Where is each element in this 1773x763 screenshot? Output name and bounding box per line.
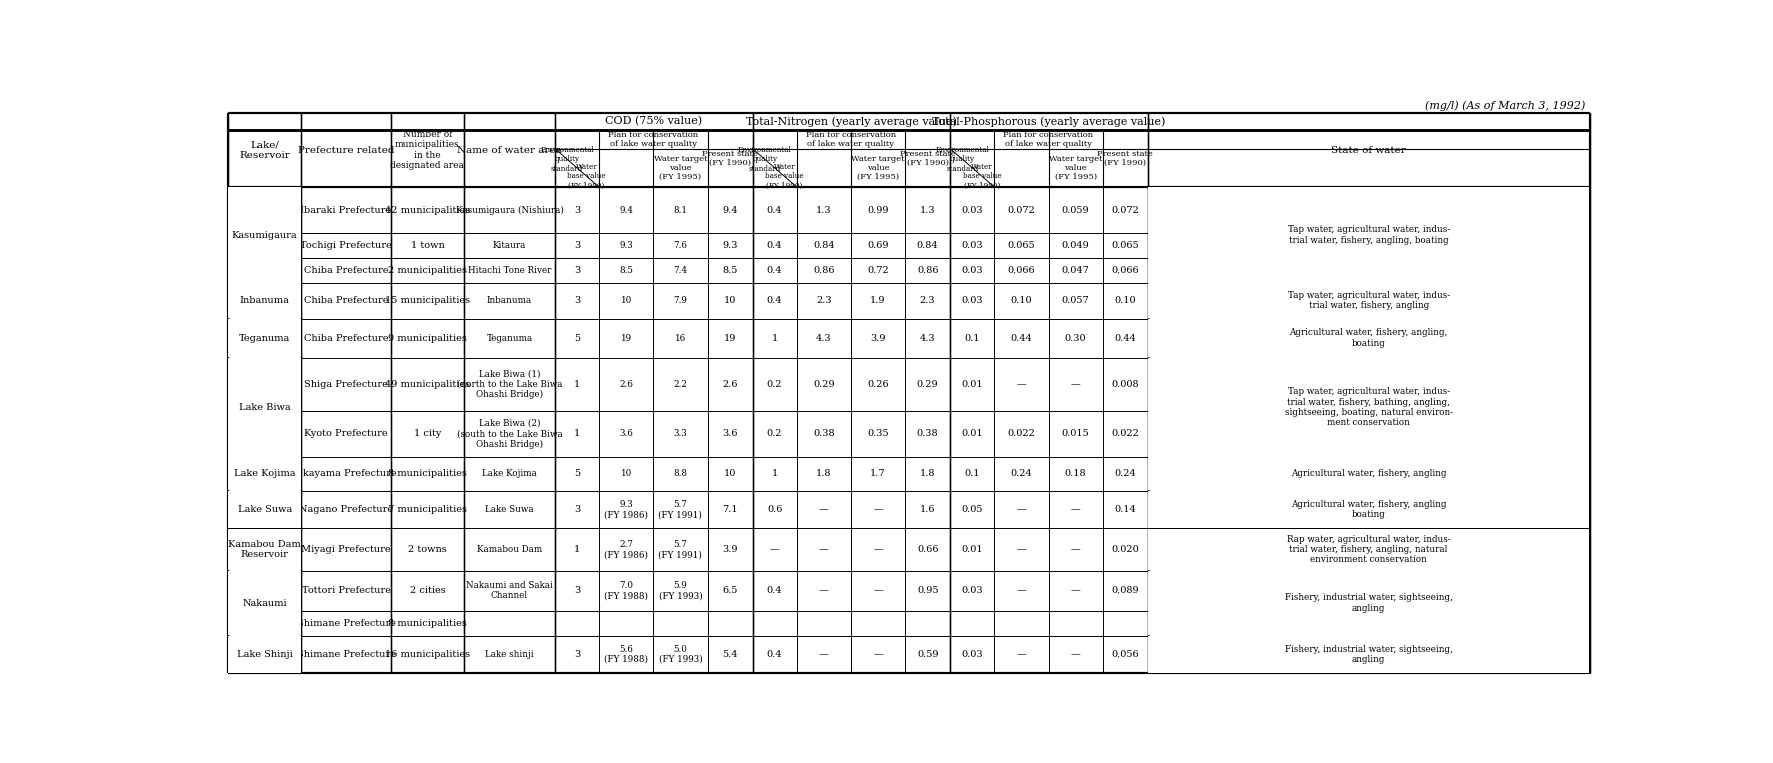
Text: 3: 3 [574, 206, 580, 214]
Text: 0.066: 0.066 [1007, 266, 1035, 275]
Text: 0.01: 0.01 [961, 380, 982, 388]
Text: Water target
value
(FY 1995): Water target value (FY 1995) [851, 155, 904, 181]
Text: 5.6
(FY 1988): 5.6 (FY 1988) [605, 645, 649, 664]
Text: 0.59: 0.59 [917, 650, 938, 658]
Text: 3.6: 3.6 [722, 430, 738, 439]
Text: 7.4: 7.4 [674, 266, 688, 275]
Text: 3: 3 [574, 505, 580, 514]
Text: Agricultural water, fishery, angling
boating: Agricultural water, fishery, angling boa… [1291, 500, 1447, 519]
Text: 0.008: 0.008 [1112, 380, 1138, 388]
Text: Teganuma: Teganuma [239, 333, 291, 343]
Text: 0.69: 0.69 [867, 241, 888, 250]
Text: —: — [1071, 650, 1080, 658]
Bar [1149, 529, 1589, 571]
Bar [1149, 491, 1589, 528]
Bar [229, 283, 301, 318]
Text: —: — [819, 505, 828, 514]
Text: 3.6: 3.6 [619, 430, 633, 439]
Text: —: — [819, 545, 828, 554]
Text: —: — [1071, 545, 1080, 554]
Text: 0.72: 0.72 [867, 266, 888, 275]
Text: 5.7
(FY 1991): 5.7 (FY 1991) [658, 539, 702, 559]
Text: 9 municipalities: 9 municipalities [388, 333, 466, 343]
Text: 6.5: 6.5 [722, 586, 738, 595]
Text: 19: 19 [621, 333, 631, 343]
Text: 0.4: 0.4 [768, 206, 782, 214]
Text: 1.8: 1.8 [920, 469, 936, 478]
Text: 0.072: 0.072 [1112, 206, 1140, 214]
Text: 9.3: 9.3 [619, 241, 633, 250]
Bar [229, 491, 301, 528]
Text: 0.065: 0.065 [1112, 241, 1138, 250]
Text: 1.8: 1.8 [816, 469, 832, 478]
Text: Okayama Prefecture: Okayama Prefecture [294, 469, 397, 478]
Text: 0.35: 0.35 [867, 430, 888, 439]
Text: 0.14: 0.14 [1115, 505, 1136, 514]
Text: —: — [1016, 586, 1027, 595]
Text: Tap water, agricultural water, indus-
trial water, fishery, bathing, angling,
si: Tap water, agricultural water, indus- tr… [1284, 388, 1452, 427]
Text: Plan for conservation
of lake water quality: Plan for conservation of lake water qual… [608, 130, 699, 148]
Text: 0.38: 0.38 [814, 430, 835, 439]
Bar [229, 188, 301, 282]
Text: Plan for conservation
of lake water quality: Plan for conservation of lake water qual… [1004, 130, 1094, 148]
Text: 0.29: 0.29 [814, 380, 835, 388]
Text: Total-Nitrogen (yearly average value): Total-Nitrogen (yearly average value) [746, 116, 957, 127]
Text: 16: 16 [676, 333, 686, 343]
Bar [229, 458, 301, 491]
Text: Water
base value
(FY 1990): Water base value (FY 1990) [963, 163, 1002, 189]
Text: 1: 1 [574, 545, 580, 554]
Bar [1149, 283, 1589, 318]
Text: 8.1: 8.1 [674, 206, 688, 214]
Text: 0.99: 0.99 [867, 206, 888, 214]
Text: Present state
(FY 1990): Present state (FY 1990) [1097, 150, 1152, 167]
Bar [229, 636, 301, 672]
Text: Lake Suwa: Lake Suwa [486, 505, 534, 514]
Text: Lake Kojima: Lake Kojima [234, 469, 296, 478]
Text: Lake Shinji: Lake Shinji [238, 650, 293, 658]
Text: 0.26: 0.26 [867, 380, 888, 388]
Text: —: — [872, 650, 883, 658]
Text: 0.01: 0.01 [961, 545, 982, 554]
Text: 0.4: 0.4 [768, 586, 782, 595]
Text: 5: 5 [574, 333, 580, 343]
Text: Rap water, agricultural water, indus-
trial water, fishery, angling, natural
env: Rap water, agricultural water, indus- tr… [1287, 535, 1450, 565]
Text: Lake Biwa (2)
(south to the Lake Biwa
Ohashi Bridge): Lake Biwa (2) (south to the Lake Biwa Oh… [457, 419, 562, 449]
Text: 0.4: 0.4 [768, 241, 782, 250]
Text: 10: 10 [621, 296, 631, 305]
Text: —: — [1016, 545, 1027, 554]
Text: Shimane Prefecture: Shimane Prefecture [296, 650, 395, 658]
Text: 19: 19 [723, 333, 736, 343]
Text: COD (75% value): COD (75% value) [605, 117, 702, 127]
Text: 0.1: 0.1 [965, 469, 980, 478]
Text: Teganuma: Teganuma [486, 333, 532, 343]
Text: 0.065: 0.065 [1007, 241, 1035, 250]
Text: 0.95: 0.95 [917, 586, 938, 595]
Text: 0.66: 0.66 [917, 545, 938, 554]
Text: 5.0
(FY 1993): 5.0 (FY 1993) [658, 645, 702, 664]
Text: 3: 3 [574, 586, 580, 595]
Text: 0.84: 0.84 [917, 241, 938, 250]
Text: Number of
municipalities
in the
designated area: Number of municipalities in the designat… [390, 130, 465, 170]
Text: 0.089: 0.089 [1112, 586, 1138, 595]
Text: 8.5: 8.5 [619, 266, 633, 275]
Text: 0.86: 0.86 [917, 266, 938, 275]
Text: Nagano Prefecture: Nagano Prefecture [300, 505, 394, 514]
Text: 0.059: 0.059 [1062, 206, 1089, 214]
Bar [229, 529, 301, 571]
Text: 0.1: 0.1 [965, 333, 980, 343]
Bar [1149, 571, 1589, 636]
Text: 5.7
(FY 1991): 5.7 (FY 1991) [658, 500, 702, 519]
Text: Present state
(FY 1990): Present state (FY 1990) [702, 150, 757, 167]
Text: 1: 1 [574, 380, 580, 388]
Text: 1.6: 1.6 [920, 505, 936, 514]
Text: 0.056: 0.056 [1112, 650, 1138, 658]
Text: 1 city: 1 city [413, 430, 441, 439]
Text: 3.9: 3.9 [722, 545, 738, 554]
Text: 0.44: 0.44 [1011, 333, 1032, 343]
Text: 1 town: 1 town [411, 241, 445, 250]
Bar [1149, 358, 1589, 457]
Text: 2.3: 2.3 [920, 296, 936, 305]
Text: 7 municipalities: 7 municipalities [388, 505, 466, 514]
Text: Chiba Prefecture: Chiba Prefecture [303, 333, 388, 343]
Text: 0.4: 0.4 [768, 266, 782, 275]
